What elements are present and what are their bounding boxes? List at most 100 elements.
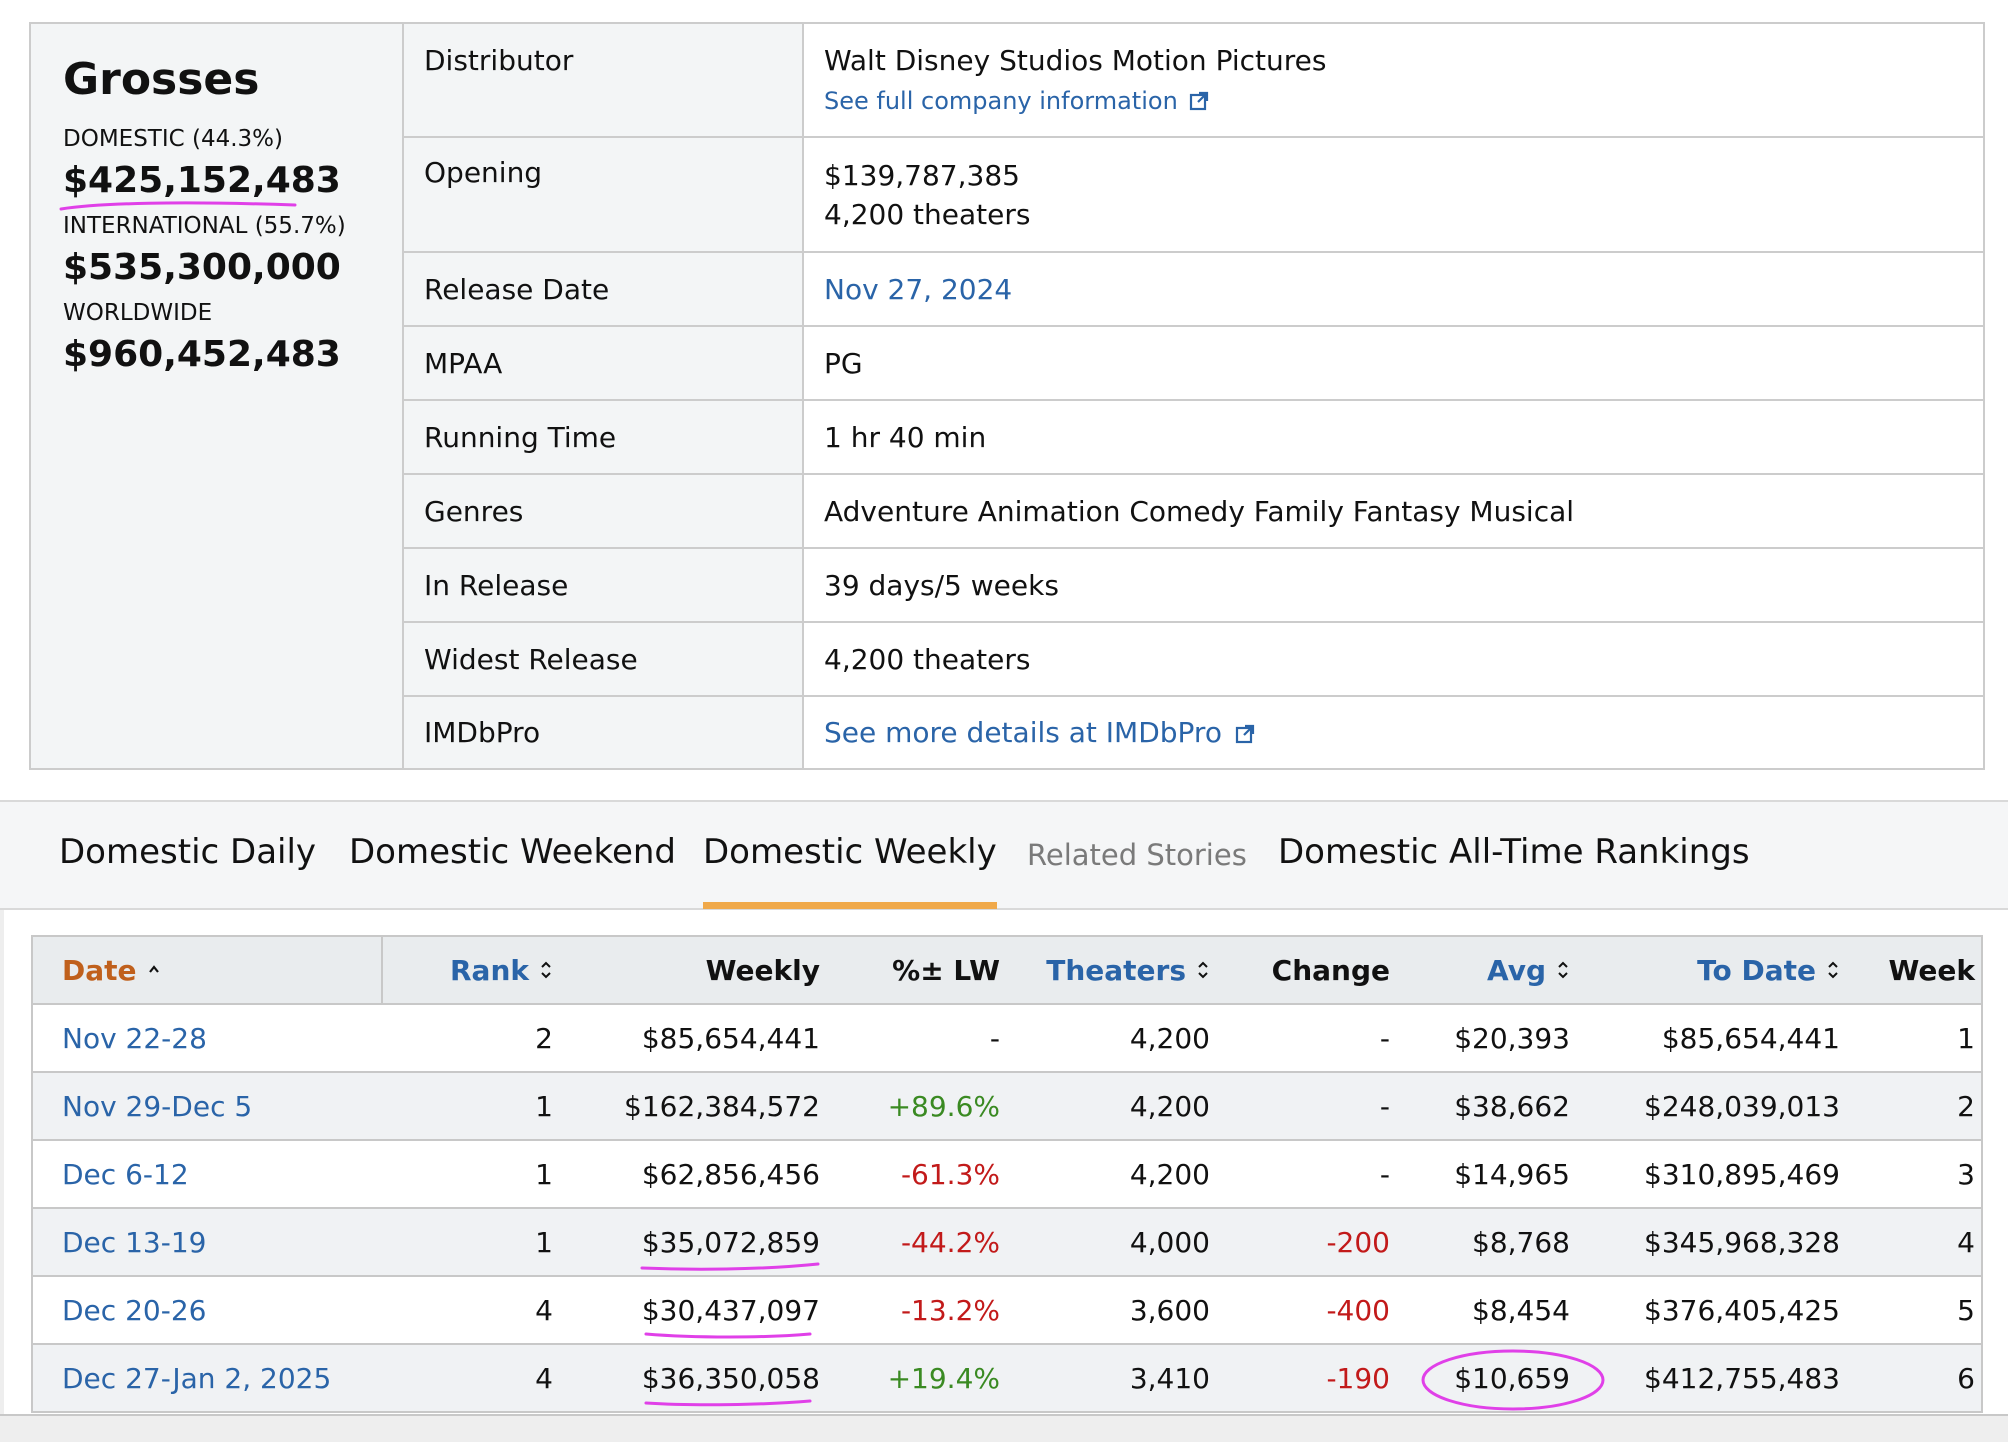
imdbpro-link[interactable]: See more details at IMDbPro [824, 716, 1983, 749]
page-footer-strip [0, 1414, 2008, 1442]
col-todate-header[interactable]: To Date [1570, 937, 1840, 1003]
theater-change-cell: - [1379, 1089, 1390, 1123]
company-info-link[interactable]: See full company information [824, 87, 1983, 115]
to-date-cell: $376,405,425 [1644, 1293, 1840, 1327]
company-info-link-text[interactable]: See full company information [824, 87, 1178, 115]
rank-cell: 4 [535, 1361, 553, 1395]
weekly-gross-cell: $162,384,572 [624, 1089, 820, 1123]
in-release-label: In Release [404, 549, 804, 621]
table-row: Dec 13-19 1 $35,072,859 -44.2% 4,000 -20… [33, 1209, 1981, 1277]
pct-change-cell: +19.4% [887, 1361, 1000, 1395]
sort-toggle-icon [1198, 961, 1208, 979]
genres-label: Genres [404, 475, 804, 547]
grosses-panel: Grosses DOMESTIC (44.3%) $425,152,483 IN… [31, 24, 404, 768]
week-date-link[interactable]: Dec 13-19 [62, 1225, 207, 1259]
date-header-label[interactable]: Date [62, 953, 137, 987]
sort-toggle-icon [1558, 961, 1568, 979]
distributor-label: Distributor [404, 24, 804, 136]
weekly-gross-cell: $35,072,859 [553, 1209, 820, 1275]
genres-value: Adventure Animation Comedy Family Fantas… [824, 494, 1575, 528]
week-date-link[interactable]: Dec 6-12 [62, 1157, 189, 1191]
col-rank-header[interactable]: Rank [383, 937, 553, 1003]
col-theaters-header[interactable]: Theaters [1000, 937, 1210, 1003]
imdbpro-link-text[interactable]: See more details at IMDbPro [824, 716, 1222, 749]
widest-release-value: 4,200 theaters [824, 642, 1031, 676]
running-time-value: 1 hr 40 min [824, 420, 987, 454]
row-imdbpro: IMDbPro See more details at IMDbPro [404, 697, 1983, 768]
avg-cell: $14,965 [1454, 1157, 1570, 1191]
tab-domestic-weekend[interactable]: Domestic Weekend [349, 832, 677, 872]
opening-gross: $139,787,385 [824, 158, 1020, 192]
avg-cell: $8,768 [1472, 1225, 1570, 1259]
tab-domestic-daily[interactable]: Domestic Daily [59, 832, 317, 872]
sort-toggle-icon [541, 961, 551, 979]
annotation-underline [644, 1332, 812, 1338]
table-row: Nov 29-Dec 5 1 $162,384,572 +89.6% 4,200… [33, 1073, 1981, 1141]
domestic-gross-value: $425,152,483 [63, 160, 341, 201]
domestic-label: DOMESTIC (44.3%) [63, 126, 284, 152]
week-date-link[interactable]: Dec 27-Jan 2, 2025 [62, 1361, 332, 1395]
row-release-date: Release Date Nov 27, 2024 [404, 253, 1983, 327]
theaters-cell: 3,600 [1129, 1293, 1210, 1327]
week-number-cell: 5 [1957, 1293, 1975, 1327]
external-link-icon [1190, 91, 1209, 111]
avg-cell: $10,659 [1390, 1345, 1605, 1411]
week-number-cell: 6 [1957, 1361, 1975, 1395]
weekly-gross-cell: $30,437,097 [553, 1277, 820, 1343]
table-row: Nov 22-28 2 $85,654,441 - 4,200 - $20,39… [33, 1005, 1981, 1073]
theaters-cell: 3,410 [1129, 1361, 1210, 1395]
rank-cell: 2 [535, 1021, 553, 1055]
worldwide-label: WORLDWIDE [63, 300, 213, 326]
mpaa-value: PG [824, 346, 863, 380]
col-weekly-header: Weekly [705, 953, 820, 987]
table-row: Dec 20-26 4 $30,437,097 -13.2% 3,600 -40… [33, 1277, 1981, 1345]
theater-change-cell: - [1379, 1021, 1390, 1055]
distributor-value: Walt Disney Studios Motion Pictures [824, 44, 1327, 77]
theaters-cell: 4,200 [1129, 1089, 1210, 1123]
table-row: Dec 6-12 1 $62,856,456 -61.3% 4,200 - $1… [33, 1141, 1981, 1209]
rank-cell: 1 [535, 1089, 553, 1123]
annotation-underline [59, 201, 297, 211]
tab-bar: Domestic Daily Domestic Weekend Domestic… [0, 800, 2008, 910]
theaters-header-label[interactable]: Theaters [1046, 953, 1186, 987]
week-number-cell: 1 [1957, 1021, 1975, 1055]
to-date-cell: $248,039,013 [1644, 1089, 1840, 1123]
rank-header-label[interactable]: Rank [449, 953, 529, 987]
theater-change-cell: -400 [1326, 1293, 1390, 1327]
annotation-circle [1421, 1349, 1605, 1410]
avg-value: $10,659 [1454, 1361, 1570, 1395]
tab-related-stories[interactable]: Related Stories [1027, 838, 1247, 872]
tab-domestic-all-time-rankings[interactable]: Domestic All-Time Rankings [1278, 832, 1750, 872]
running-time-label: Running Time [404, 401, 804, 473]
todate-header-label[interactable]: To Date [1697, 953, 1816, 987]
weekly-gross-value: $36,350,058 [641, 1361, 820, 1395]
weekly-gross-cell: $36,350,058 [553, 1345, 820, 1411]
in-release-value: 39 days/5 weeks [824, 568, 1059, 602]
row-widest-release: Widest Release 4,200 theaters [404, 623, 1983, 697]
international-label: INTERNATIONAL (55.7%) [63, 213, 346, 239]
row-opening: Opening $139,787,385 4,200 theaters [404, 138, 1983, 253]
col-avg-header[interactable]: Avg [1390, 937, 1570, 1003]
week-date-link[interactable]: Nov 29-Dec 5 [62, 1089, 253, 1123]
sort-ascending-icon [148, 965, 159, 973]
row-mpaa: MPAA PG [404, 327, 1983, 401]
table-row: Dec 27-Jan 2, 2025 4 $36,350,058 +19.4% … [33, 1345, 1981, 1413]
col-change-header: Change [1271, 953, 1390, 987]
week-date-link[interactable]: Nov 22-28 [62, 1021, 207, 1055]
week-date-link[interactable]: Dec 20-26 [62, 1293, 207, 1327]
pct-change-cell: - [989, 1021, 1000, 1055]
row-in-release: In Release 39 days/5 weeks [404, 549, 1983, 623]
external-link-icon [1235, 724, 1254, 744]
release-date-link[interactable]: Nov 27, 2024 [824, 272, 1013, 306]
avg-header-label[interactable]: Avg [1487, 953, 1546, 987]
col-week-header: Week [1888, 953, 1976, 987]
tab-domestic-weekly[interactable]: Domestic Weekly [703, 832, 997, 909]
pct-change-cell: -61.3% [900, 1157, 1000, 1191]
col-pct-header: %± LW [892, 953, 1000, 987]
col-date-header[interactable]: Date [33, 937, 383, 1003]
weekly-table: Date Rank Weekly %± LW Theaters Change A… [31, 935, 1983, 1413]
to-date-cell: $310,895,469 [1644, 1157, 1840, 1191]
table-header: Date Rank Weekly %± LW Theaters Change A… [33, 937, 1981, 1005]
to-date-cell: $85,654,441 [1661, 1021, 1840, 1055]
theaters-cell: 4,200 [1129, 1157, 1210, 1191]
